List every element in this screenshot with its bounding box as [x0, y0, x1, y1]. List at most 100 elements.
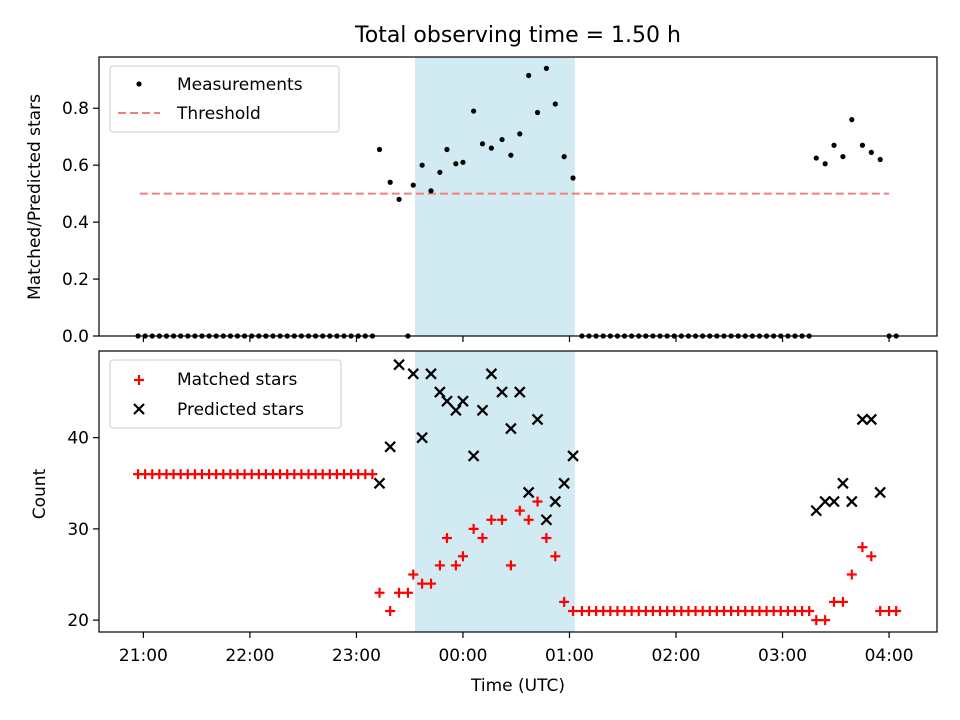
measurement-point	[508, 152, 514, 158]
matched-star-point	[559, 596, 570, 607]
predicted-star-point	[496, 386, 508, 398]
measurement-point	[444, 146, 450, 153]
matched-star-point	[804, 606, 815, 617]
measurement-point	[534, 109, 541, 116]
matched-star-point	[385, 606, 396, 617]
predicted-star-point	[531, 413, 544, 426]
predicted-star-point	[828, 495, 840, 508]
measurement-point	[552, 101, 558, 107]
matched-star-point	[505, 560, 516, 571]
measurement-point	[410, 182, 416, 188]
measurement-point	[868, 149, 874, 155]
measurement-point	[543, 65, 550, 71]
predicted-star-point	[522, 486, 535, 499]
matched-star-point	[837, 596, 848, 607]
matched-star-point	[426, 578, 437, 589]
measurement-point	[419, 162, 425, 168]
legend-predicted-label: Predicted stars	[177, 400, 304, 420]
predicted-star-point	[441, 395, 453, 407]
bottom-x-ticks: 21:00 22:00 23:00 00:00 01:00 02:00 03:00 04:00	[119, 632, 914, 666]
matched-star-point	[441, 533, 452, 544]
predicted-star-point	[865, 413, 878, 426]
bottom-plot-area	[133, 351, 902, 632]
predicted-star-point	[846, 495, 858, 508]
legend-measurements-marker	[136, 81, 142, 87]
measurement-point	[570, 175, 576, 181]
predicted-star-point	[485, 368, 498, 380]
y-tick-label: 0.6	[62, 156, 89, 176]
shaded-interval	[415, 351, 575, 632]
measurement-point	[471, 108, 477, 114]
bottom-legend: Matched stars Predicted stars	[109, 359, 342, 429]
y-tick-label: 20	[67, 611, 89, 631]
measurement-point	[437, 169, 443, 175]
matched-star-point	[829, 596, 840, 607]
legend-threshold-label: Threshold	[176, 104, 261, 124]
matched-star-point	[550, 551, 561, 562]
predicted-star-point	[457, 395, 469, 407]
predicted-star-point	[467, 450, 480, 462]
top-legend: Measurements Threshold	[109, 65, 340, 133]
x-tick-label: 00:00	[438, 646, 487, 666]
matched-star-point	[846, 569, 857, 580]
measurement-point	[453, 161, 459, 167]
measurement-point	[499, 136, 505, 143]
top-plot-area	[135, 57, 899, 339]
predicted-star-point	[819, 495, 831, 508]
x-tick-label: 04:00	[865, 646, 914, 666]
measurement-point	[460, 159, 466, 165]
top-x-ticks	[142, 336, 890, 342]
x-tick-label: 22:00	[225, 646, 274, 666]
measurement-point	[479, 141, 486, 147]
matched-star-point	[820, 615, 831, 626]
predicted-star-point	[476, 404, 489, 417]
bottom-axes-frame	[98, 350, 938, 633]
predicted-star-point	[837, 477, 849, 490]
measurement-point	[859, 142, 866, 148]
measurement-point	[877, 156, 883, 163]
measurement-point	[396, 196, 402, 202]
y-tick-label: 0.4	[62, 213, 89, 233]
predicted-star-point	[567, 450, 579, 462]
predicted-star-point	[425, 368, 437, 380]
matched-star-point	[568, 606, 579, 617]
x-tick-label: 23:00	[332, 646, 381, 666]
matched-star-point	[875, 606, 886, 617]
measurement-point	[488, 145, 494, 151]
shaded-interval	[415, 57, 575, 336]
predicted-star-point	[384, 441, 396, 453]
y-tick-label: 0.0	[62, 327, 89, 347]
matched-star-point	[497, 514, 508, 525]
predicted-star-point	[513, 386, 526, 398]
matched-star-point	[408, 569, 419, 580]
predicted-star-point	[505, 422, 517, 435]
predicted-star-point	[540, 514, 553, 526]
matched-star-point	[434, 560, 445, 571]
matched-star-point	[468, 523, 479, 534]
matched-star-point	[857, 542, 868, 553]
predicted-star-point	[416, 431, 428, 444]
x-axis-label: Time (UTC)	[470, 676, 565, 696]
predicted-star-point	[434, 386, 446, 398]
chart-title: Total observing time = 1.50 h	[354, 23, 681, 48]
legend-matched-marker	[134, 375, 144, 385]
predicted-star-point	[373, 477, 386, 490]
x-tick-label: 02:00	[652, 646, 701, 666]
matched-star-point	[417, 578, 428, 589]
matched-star-point	[394, 587, 405, 598]
measurement-point	[526, 72, 532, 79]
legend-predicted-marker	[133, 403, 145, 415]
measurement-point	[428, 188, 434, 194]
matched-star-point	[514, 505, 525, 516]
matched-star-point	[486, 514, 497, 525]
x-tick-label: 03:00	[758, 646, 807, 666]
measurement-point	[813, 155, 819, 161]
x-tick-label: 21:00	[119, 646, 168, 666]
legend-matched-label: Matched stars	[177, 370, 297, 390]
predicted-star-point	[856, 413, 869, 426]
y-tick-label: 30	[67, 520, 89, 540]
predicted-star-point	[393, 358, 405, 371]
measurement-point	[840, 154, 846, 160]
matched-star-point	[523, 514, 534, 525]
predicted-star-point	[450, 404, 462, 417]
